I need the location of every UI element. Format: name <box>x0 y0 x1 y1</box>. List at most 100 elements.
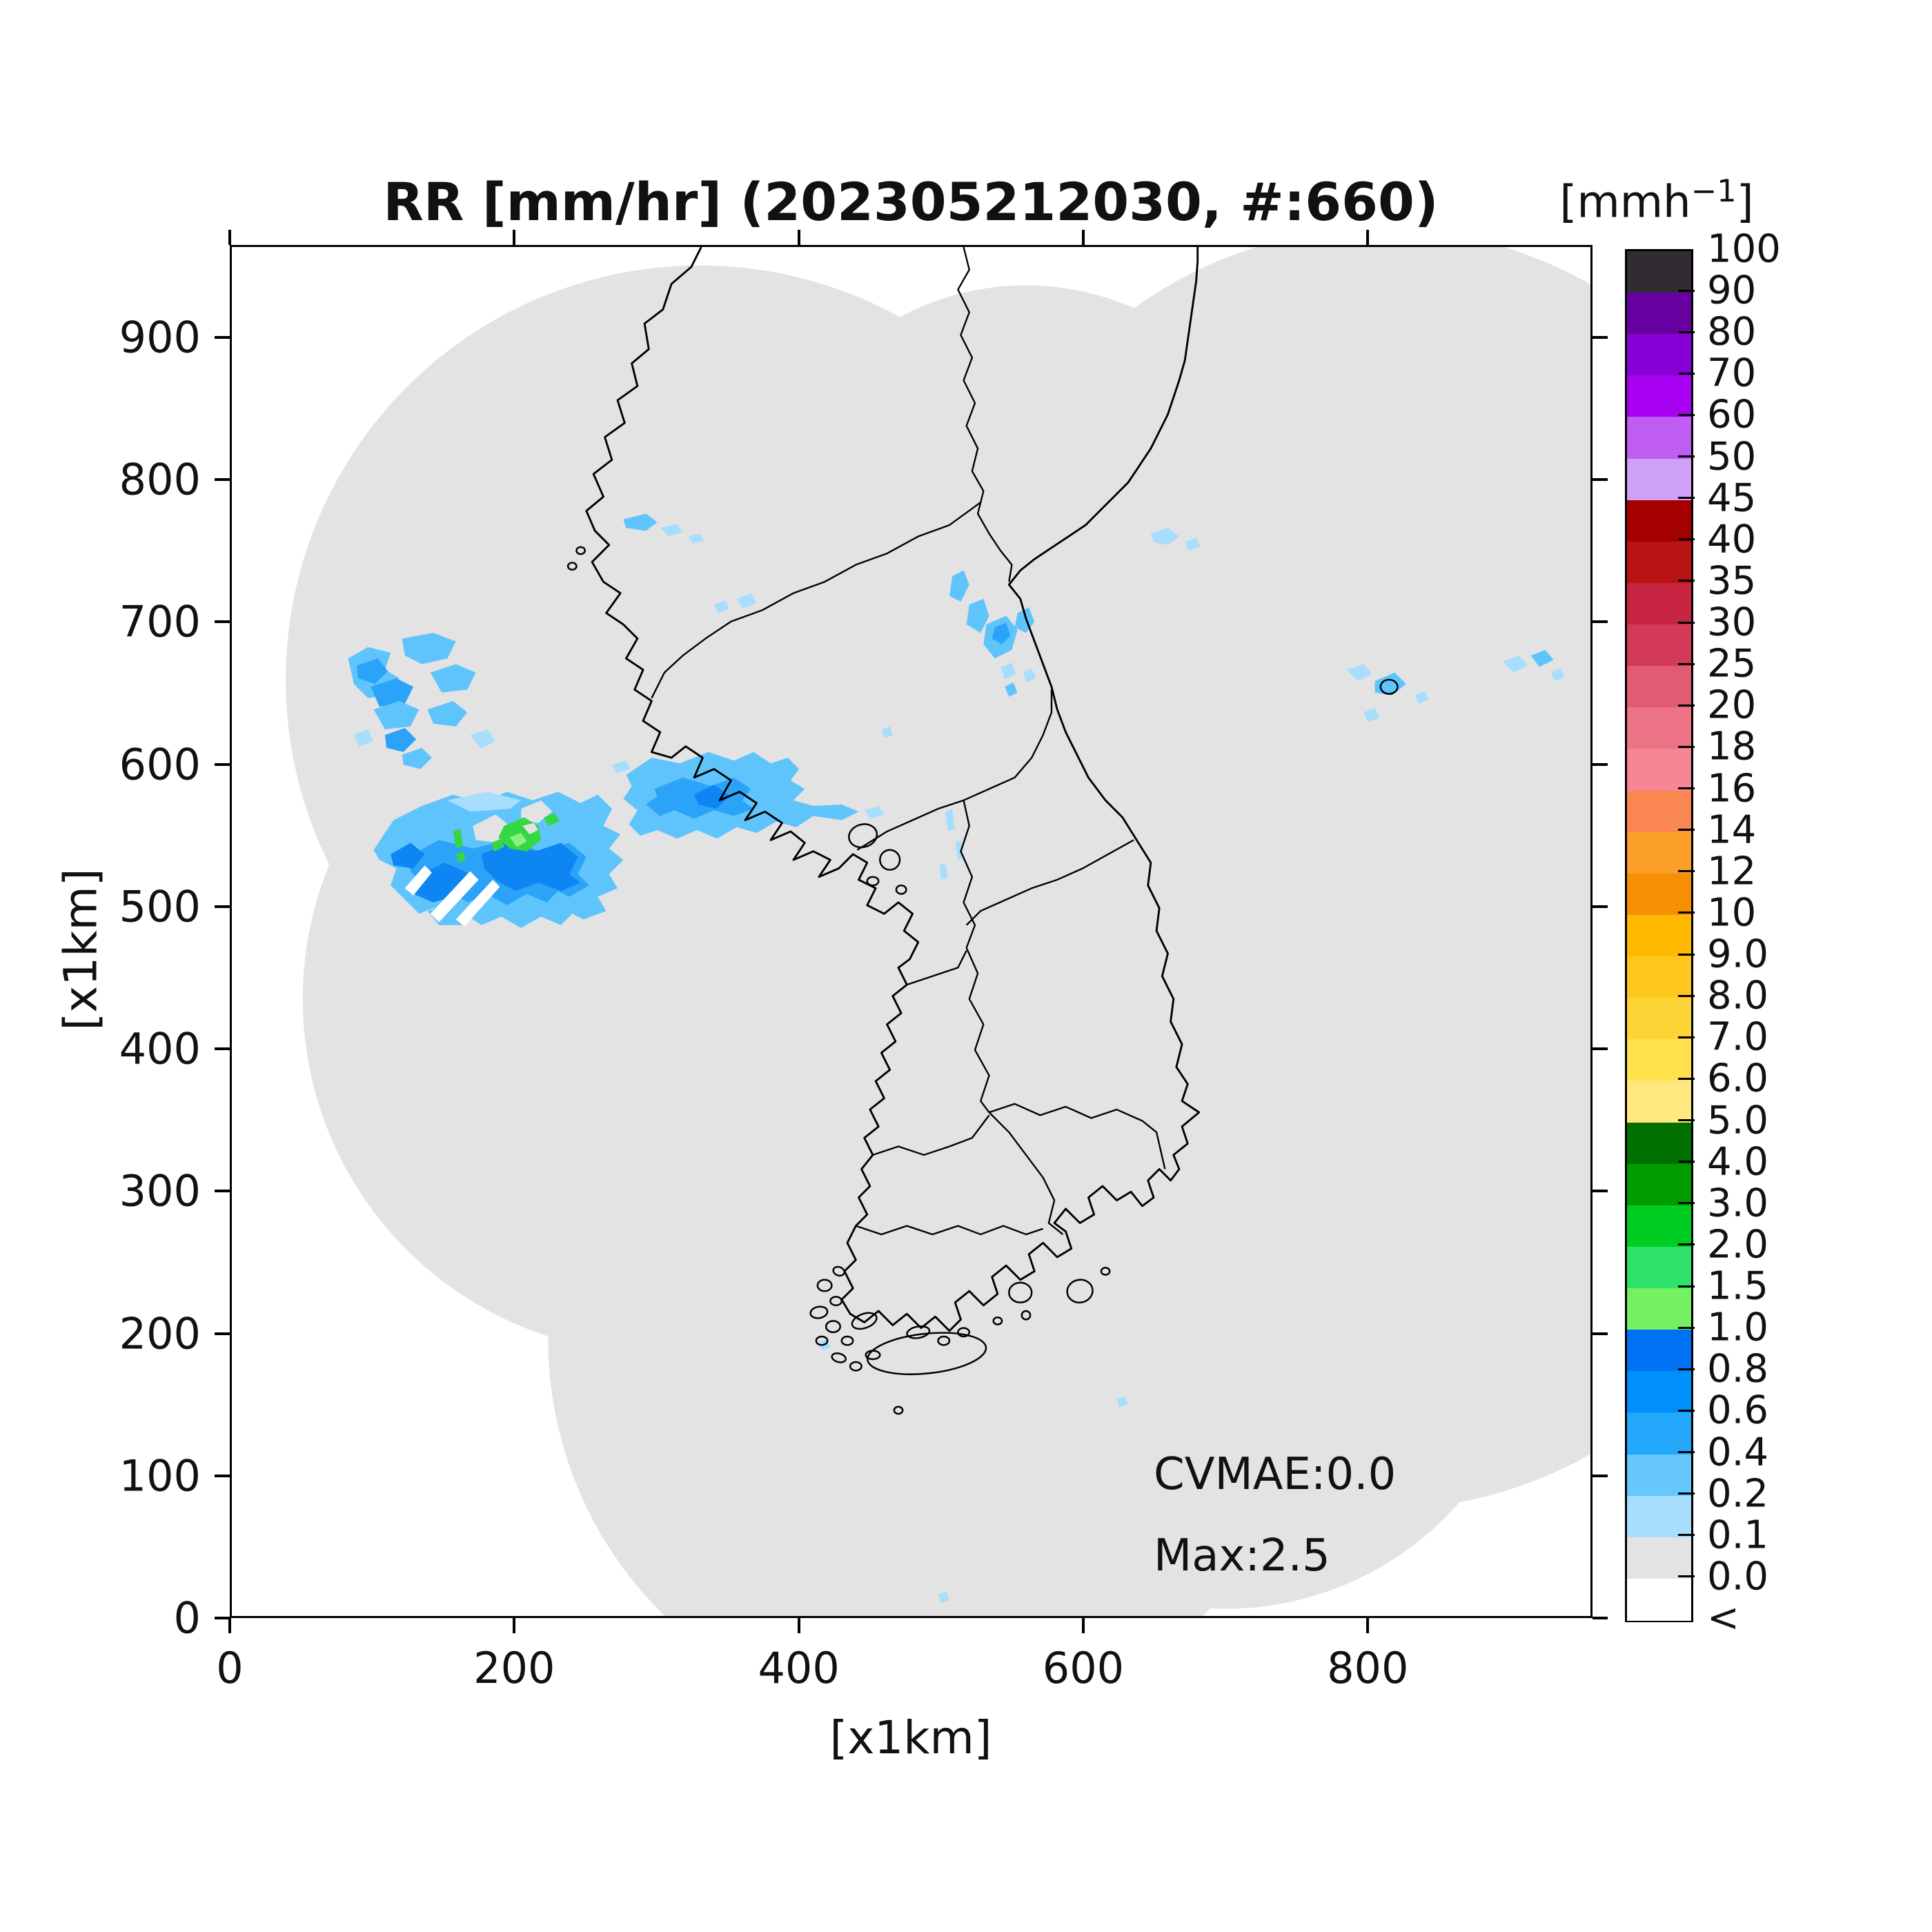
colorbar-tick-label: 1.5 <box>1707 1263 1769 1309</box>
x-tick-mark <box>1366 1618 1370 1633</box>
colorbar-segment <box>1627 749 1691 791</box>
precipitation-echo <box>1000 662 1016 680</box>
province-border <box>856 689 1053 851</box>
y-tick-mark-right <box>1593 905 1608 908</box>
island-outline <box>992 1316 1003 1325</box>
precipitation-echo <box>470 729 496 749</box>
colorbar-segment <box>1627 1454 1691 1497</box>
province-border <box>965 839 1134 926</box>
y-tick-mark <box>215 1047 230 1051</box>
y-tick-label: 700 <box>119 596 201 647</box>
colorbar-segment <box>1627 790 1691 833</box>
y-tick-mark <box>215 478 230 482</box>
precipitation-echo <box>356 658 388 684</box>
colorbar-tick-mark <box>1678 745 1695 748</box>
colorbar-segment <box>1627 541 1691 584</box>
precipitation-echo <box>522 822 538 835</box>
precipitation-echo <box>1023 668 1036 683</box>
island-outline <box>575 546 586 555</box>
colorbar-tick-label: 0.1 <box>1707 1512 1769 1558</box>
colorbar-segment <box>1627 1205 1691 1248</box>
colorbar-tick-mark <box>1678 704 1695 707</box>
x-tick-mark <box>797 1618 800 1633</box>
island-outline <box>829 1296 843 1306</box>
colorbar-tick-label: 20 <box>1707 682 1757 728</box>
y-tick-mark <box>215 1474 230 1477</box>
island-outline <box>809 1305 829 1319</box>
precipitation-echo <box>1185 538 1201 551</box>
precipitation-echo <box>611 760 631 773</box>
colorbar-tick-label: 14 <box>1707 807 1757 853</box>
y-tick-label: 600 <box>119 739 201 790</box>
precipitation-echo <box>353 729 374 747</box>
island-outline <box>825 1320 841 1334</box>
colorbar-tick-label: 90 <box>1707 268 1757 313</box>
y-tick-mark <box>215 620 230 624</box>
colorbar-tick-mark <box>1678 1161 1695 1163</box>
colorbar-tick-mark <box>1678 372 1695 375</box>
x-tick-mark <box>513 1618 516 1633</box>
island-outline <box>848 823 878 849</box>
precipitation-echo <box>966 598 989 633</box>
colorbar-tick-mark <box>1678 870 1695 873</box>
precipitation-echo <box>939 862 948 880</box>
y-tick-label: 400 <box>119 1023 201 1074</box>
colorbar-tick-label: 0.4 <box>1707 1430 1769 1475</box>
colorbar-tick-mark <box>1678 1368 1695 1370</box>
y-tick-mark <box>215 762 230 766</box>
x-tick-mark <box>1081 1618 1085 1633</box>
precipitation-echo <box>1346 664 1372 682</box>
colorbar-tick-label: 45 <box>1707 475 1757 521</box>
colorbar-tick-label: 80 <box>1707 309 1757 355</box>
colorbar-tick-mark <box>1678 1119 1695 1122</box>
island-outline <box>895 884 907 895</box>
precipitation-echo <box>938 1592 949 1604</box>
precipitation-echo <box>447 791 522 812</box>
colorbar-segment <box>1627 417 1691 460</box>
province-border <box>855 1225 1044 1236</box>
colorbar-tick-label: 60 <box>1707 392 1757 437</box>
colorbar-segment <box>1627 1330 1691 1372</box>
colorbar-segment <box>1627 1039 1691 1082</box>
precipitation-echo <box>1550 668 1566 682</box>
colorbar-unit-exponent: −1 <box>1690 172 1737 209</box>
island-outline <box>866 1332 987 1375</box>
province-border <box>988 1112 1064 1235</box>
colorbar-tick-label: 35 <box>1707 558 1757 604</box>
x-tick-mark-top <box>1081 230 1085 245</box>
precipitation-echo <box>404 865 432 896</box>
colorbar-segment <box>1627 914 1691 957</box>
y-tick-mark <box>215 1617 230 1619</box>
y-tick-label: 300 <box>119 1165 201 1216</box>
province-border <box>872 1114 990 1156</box>
y-tick-mark-right <box>1593 1047 1608 1051</box>
colorbar-tick-mark <box>1678 1202 1695 1205</box>
colorbar-tick-label: 0.0 <box>1707 1554 1769 1599</box>
precipitation-echo <box>1414 691 1429 704</box>
y-tick-label: 0 <box>173 1593 201 1644</box>
y-tick-label: 900 <box>119 312 201 363</box>
colorbar-unit-suffix: ] <box>1736 177 1754 228</box>
colorbar-tick-mark <box>1678 1409 1695 1412</box>
colorbar-tick-mark <box>1678 1451 1695 1453</box>
colorbar-tick-mark <box>1678 455 1695 458</box>
island-outline <box>1008 1281 1033 1303</box>
y-tick-mark <box>215 336 230 339</box>
precipitation-echo <box>992 622 1011 644</box>
colorbar-tick-mark <box>1678 331 1695 333</box>
colorbar-tick-label: 6.0 <box>1707 1056 1769 1101</box>
x-tick-mark-top <box>1366 230 1370 245</box>
y-tick-mark <box>215 1190 230 1193</box>
korea-radar-map <box>286 247 1590 1616</box>
colorbar-tick-label: 70 <box>1707 351 1757 396</box>
colorbar-tick-label: 50 <box>1707 434 1757 480</box>
colorbar-tick-label: 5.0 <box>1707 1098 1769 1143</box>
precipitation-echo <box>384 727 417 752</box>
colorbar-tick-mark <box>1678 829 1695 831</box>
colorbar-tick-mark <box>1678 538 1695 541</box>
colorbar-tick-mark <box>1678 1285 1695 1288</box>
island-outline <box>840 1335 854 1346</box>
colorbar-tick-mark <box>1678 1575 1695 1578</box>
colorbar-tick-label: 18 <box>1707 724 1757 769</box>
